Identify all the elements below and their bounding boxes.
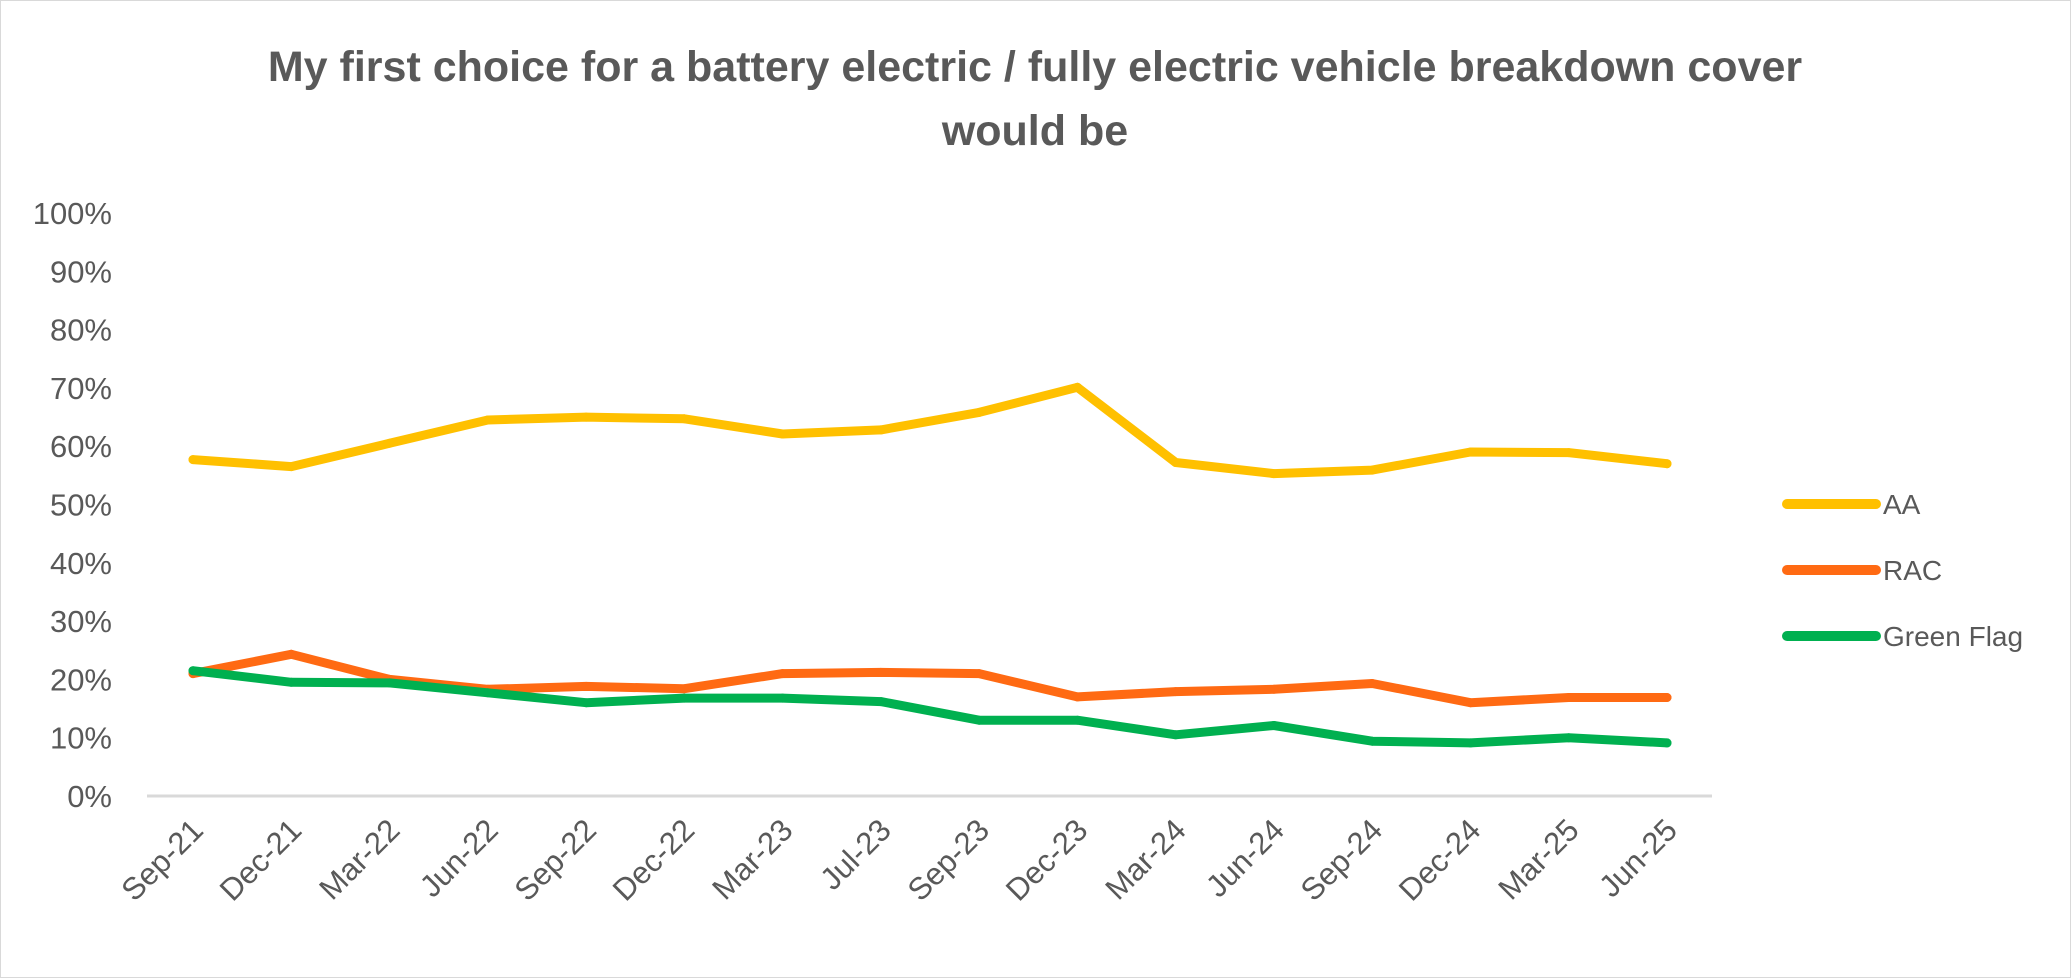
- x-tick-label: Jun-24: [1199, 812, 1291, 904]
- x-axis: Sep-21 Dec-21 Mar-22 Jun-22 Sep-22 Dec-22 Mar-…: [115, 794, 1712, 908]
- data-point-green-flag: [1072, 715, 1082, 725]
- data-point-rac: [1466, 698, 1475, 708]
- y-tick-label: 0%: [67, 779, 112, 814]
- x-tick-label: Dec-22: [606, 812, 701, 907]
- data-point-aa: [1564, 448, 1574, 458]
- data-point-aa: [778, 429, 788, 439]
- data-point-green-flag: [483, 688, 493, 698]
- x-tick-label: Sep-21: [115, 812, 210, 907]
- legend-label: RAC: [1883, 555, 1942, 586]
- data-point-green-flag: [188, 666, 198, 676]
- series-line-green-flag: [188, 666, 1672, 748]
- data-point-rac: [778, 669, 788, 679]
- y-tick-label: 50%: [50, 488, 112, 523]
- x-tick-label: Sep-23: [901, 812, 996, 907]
- y-tick-label: 40%: [50, 546, 112, 581]
- data-point-green-flag: [1564, 733, 1574, 743]
- x-tick-label: Mar-23: [705, 812, 799, 906]
- x-tick-label: Mar-25: [1491, 812, 1585, 906]
- y-tick-label: 10%: [50, 721, 112, 756]
- data-point-aa: [385, 438, 394, 448]
- data-point-green-flag: [581, 698, 591, 708]
- data-point-aa: [1662, 459, 1672, 469]
- y-tick-label: 80%: [50, 313, 112, 348]
- x-tick-label: Dec-21: [213, 812, 308, 907]
- y-axis: 0% 10% 20% 30% 40% 50% 60% 70% 80% 90% 100%: [33, 196, 112, 814]
- legend-label: Green Flag: [1883, 621, 2023, 652]
- series-line-rac: [188, 649, 1672, 708]
- data-point-green-flag: [876, 697, 886, 707]
- data-point-green-flag: [778, 693, 788, 703]
- data-point-green-flag: [286, 677, 296, 687]
- data-point-green-flag: [1171, 730, 1181, 740]
- data-point-green-flag: [1367, 736, 1377, 746]
- data-point-aa: [483, 415, 493, 425]
- data-point-rac: [1564, 693, 1574, 702]
- x-tick-label: Jun-22: [413, 812, 505, 904]
- chart-title-line-1: My first choice for a battery electric /…: [268, 43, 1803, 91]
- data-point-rac: [1171, 687, 1181, 697]
- series-line-aa: [188, 382, 1672, 479]
- data-point-aa: [1269, 469, 1279, 479]
- x-tick-label: Sep-24: [1294, 812, 1389, 907]
- y-tick-label: 20%: [50, 662, 112, 697]
- data-point-rac: [1269, 684, 1279, 694]
- data-point-green-flag: [385, 678, 394, 688]
- data-point-aa: [679, 414, 689, 424]
- data-point-aa: [1072, 382, 1082, 392]
- x-tick-label: Sep-22: [508, 812, 603, 907]
- data-point-green-flag: [1662, 738, 1672, 748]
- x-tick-label: Jul-23: [813, 812, 897, 896]
- data-point-rac: [286, 649, 296, 659]
- x-tick-label: Dec-23: [999, 812, 1094, 907]
- data-point-aa: [876, 425, 886, 435]
- x-tick-label: Mar-24: [1098, 812, 1192, 906]
- y-tick-label: 100%: [33, 196, 112, 231]
- data-point-rac: [974, 669, 984, 679]
- x-tick-label: Dec-24: [1392, 812, 1487, 907]
- data-point-aa: [581, 412, 591, 422]
- data-point-rac: [1367, 679, 1377, 688]
- legend-label: AA: [1883, 489, 1921, 520]
- data-point-green-flag: [679, 693, 689, 703]
- data-point-rac: [679, 684, 689, 694]
- data-point-rac: [876, 667, 886, 677]
- x-tick-label: Mar-22: [312, 812, 406, 906]
- data-point-rac: [581, 681, 591, 691]
- data-point-aa: [286, 462, 296, 472]
- data-point-rac: [1072, 692, 1082, 702]
- data-point-aa: [974, 407, 984, 417]
- legend: AA RAC Green Flag: [1782, 489, 2023, 652]
- data-point-aa: [1466, 447, 1475, 457]
- data-point-aa: [1171, 458, 1181, 467]
- y-tick-label: 90%: [50, 254, 112, 289]
- data-point-aa: [188, 455, 198, 465]
- data-point-green-flag: [1269, 721, 1279, 730]
- x-tick-label: Jun-25: [1592, 812, 1684, 904]
- chart-title: My first choice for a battery electric /…: [268, 43, 1803, 155]
- data-point-green-flag: [1466, 738, 1475, 748]
- y-tick-label: 60%: [50, 429, 112, 464]
- chart-title-line-2: would be: [941, 107, 1128, 155]
- series-lines: [188, 382, 1672, 748]
- data-point-green-flag: [974, 715, 984, 725]
- data-point-rac: [1662, 693, 1672, 702]
- data-point-aa: [1367, 465, 1377, 475]
- y-tick-label: 30%: [50, 604, 112, 639]
- y-tick-label: 70%: [50, 371, 112, 406]
